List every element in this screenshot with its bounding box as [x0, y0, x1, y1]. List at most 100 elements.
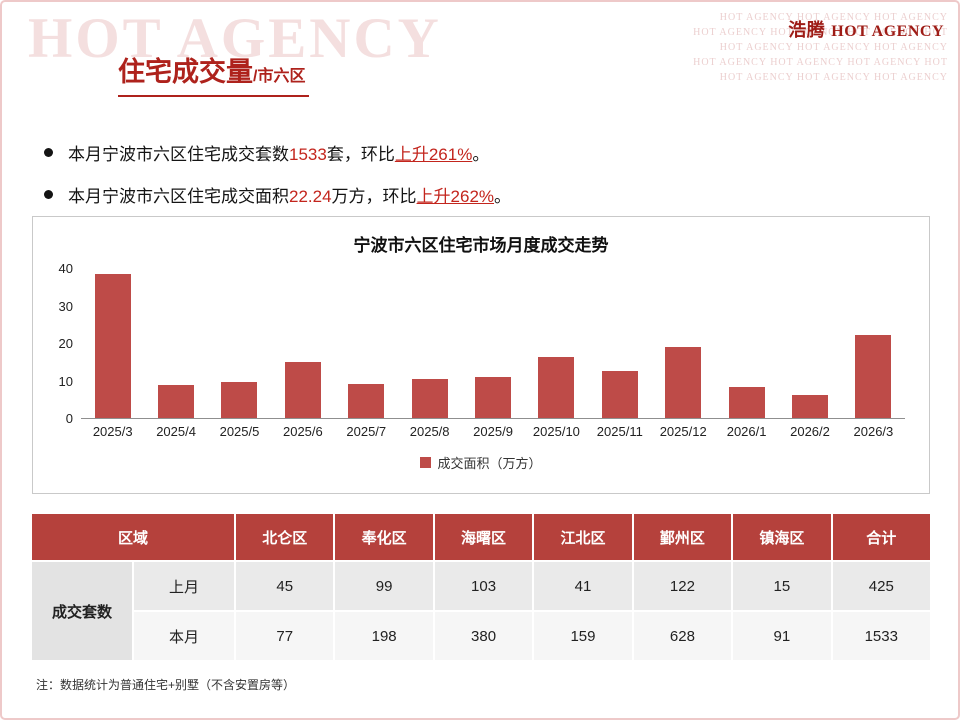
- data-table: 区域 北仑区 奉化区 海曙区 江北区 鄞州区 镇海区 合计 成交套数 上月 45 99 103 41 122…: [32, 514, 930, 660]
- bar-2026/2: [791, 394, 828, 418]
- table-cell: 122: [633, 562, 732, 610]
- bar-column: [652, 346, 715, 418]
- bar-2025/8: [411, 379, 448, 418]
- x-axis-label: 2026/2: [790, 424, 830, 439]
- text-segment: 上升262%: [416, 187, 495, 206]
- x-axis-label: 2025/6: [282, 424, 323, 439]
- bar-2025/3: [94, 274, 131, 418]
- text-segment: 。: [472, 145, 490, 164]
- table-header-cell: 北仑区: [236, 514, 334, 560]
- table-cell: 380: [434, 612, 533, 660]
- y-tick-label: 0: [65, 411, 73, 426]
- table-cell: 159: [534, 612, 632, 660]
- bar-2025/6: [284, 361, 321, 418]
- y-tick-label: 10: [58, 373, 73, 389]
- table-cell: 99: [335, 562, 433, 610]
- text-segment: 万方，环比: [331, 187, 417, 206]
- bar-column: [525, 357, 588, 418]
- watermark-line: HOT AGENCY HOT AGENCY HOT AGENCY HOT: [693, 27, 948, 38]
- table-cell: 41: [534, 562, 632, 610]
- text-segment: 本月宁波市六区住宅成交套数: [68, 145, 289, 164]
- bar-column: [398, 379, 461, 418]
- bullet-dot: [44, 190, 53, 199]
- chart-plot: 0 10 20 30 40 2025/3 2025/4 2025/5 2025/6 2025/7…: [33, 261, 929, 439]
- text-segment: 套，环比: [326, 145, 395, 164]
- x-axis-label: 2025/11: [596, 424, 643, 439]
- table-cell: 15: [733, 562, 831, 610]
- watermark-line: HOT AGENCY HOT AGENCY HOT AGENCY: [719, 12, 948, 23]
- bar-2025/9: [475, 376, 512, 418]
- x-axis-label: 2026/1: [726, 424, 767, 439]
- footnote: 注：数据统计为普通住宅+别墅（不含安置房等）: [36, 678, 296, 692]
- table-row-label: 本月: [134, 612, 234, 660]
- x-axis-label: 2025/12: [659, 424, 707, 439]
- bar-column: [81, 274, 144, 418]
- table-cell: 103: [434, 562, 533, 610]
- y-tick-label: 30: [58, 298, 73, 314]
- x-axis-label: 2025/9: [473, 424, 513, 439]
- table-header-cell: 江北区: [534, 514, 632, 560]
- x-axis: 2025/3 2025/4 2025/5 2025/6 2025/7 2025/8 2025…: [81, 424, 905, 439]
- table-header-cell: 鄞州区: [633, 514, 732, 560]
- x-axis-label: 2026/3: [853, 424, 894, 439]
- bar-column: [588, 370, 651, 418]
- bar-2025/12: [665, 346, 702, 418]
- watermark-line: HOT AGENCY HOT AGENCY HOT AGENCY: [719, 72, 948, 83]
- x-axis-label: 2025/8: [409, 424, 450, 439]
- bullet-text-2: 本月宁波市六区住宅成交面积22.24万方，环比上升262%。: [68, 182, 511, 207]
- legend-swatch: [420, 457, 432, 468]
- table-row-label: 上月: [134, 562, 234, 610]
- table-cell: 77: [236, 612, 334, 660]
- bar-2025/5: [221, 382, 258, 418]
- y-tick-label: 20: [58, 336, 73, 351]
- chart-title: 宁波市六区住宅市场月度成交走势: [353, 236, 609, 255]
- bar-column: [461, 376, 524, 418]
- bar-2026/3: [855, 334, 892, 418]
- text-segment: 22.24: [289, 187, 332, 206]
- page-title-main: 住宅成交量: [118, 57, 253, 87]
- chart-card: 宁波市六区住宅市场月度成交走势 0 10 20 30 40 2025/3 2025/4 20…: [32, 216, 930, 494]
- table-header-cell: 合计: [832, 514, 930, 560]
- x-axis-label: 2025/5: [219, 424, 260, 439]
- x-axis-label: 2025/7: [346, 424, 387, 439]
- bar-2025/7: [348, 384, 385, 418]
- table-cell: 425: [832, 562, 930, 610]
- table-cell: 628: [633, 612, 732, 660]
- brand-logo-en: HOT AGENCY: [831, 23, 944, 40]
- page-title: 住宅成交量/市六区: [118, 50, 310, 97]
- bar-column: [715, 387, 778, 418]
- bullet-item-1: 本月宁波市六区住宅成交套数1533套，环比上升261%。: [44, 140, 511, 165]
- y-axis: 0 10 20 30 40: [41, 261, 81, 426]
- bar-column: [208, 382, 271, 418]
- bar-column: [842, 334, 905, 418]
- bullet-text-1: 本月宁波市六区住宅成交套数1533套，环比上升261%。: [68, 140, 489, 165]
- text-segment: 1533: [289, 145, 327, 164]
- watermark-large: HOT AGENCY: [28, 7, 442, 70]
- bar-2026/1: [728, 387, 765, 418]
- table-header-cell: 区域: [32, 514, 234, 560]
- text-segment: 本月宁波市六区住宅成交面积: [68, 187, 289, 206]
- table-header-cell: 镇海区: [733, 514, 831, 560]
- text-segment: 上升261%: [394, 145, 473, 164]
- table-cell: 45: [236, 562, 334, 610]
- brand-logo-cn: 浩腾: [788, 20, 826, 40]
- watermark-line: HOT AGENCY HOT AGENCY HOT AGENCY: [719, 42, 948, 53]
- table-row-group-label: 成交套数: [32, 562, 132, 660]
- chart-legend: 成交面积（万方）: [33, 453, 929, 472]
- bullet-item-2: 本月宁波市六区住宅成交面积22.24万方，环比上升262%。: [44, 182, 511, 207]
- bar-2025/4: [158, 385, 195, 418]
- bar-column: [271, 361, 334, 418]
- table-cell: 91: [733, 612, 831, 660]
- table-cell: 198: [335, 612, 433, 660]
- bar-2025/10: [538, 357, 575, 418]
- bar-column: [335, 384, 398, 418]
- bar-2025/11: [601, 370, 638, 418]
- brand-logo: 浩腾 HOT AGENCY: [788, 16, 944, 42]
- bars: [81, 268, 905, 419]
- page-title-sub: /市六区: [253, 68, 306, 85]
- legend-label: 成交面积（万方）: [437, 456, 542, 471]
- bullet-list: 本月宁波市六区住宅成交套数1533套，环比上升261%。 本月宁波市六区住宅成交…: [44, 140, 511, 224]
- x-axis-label: 2025/4: [156, 424, 196, 439]
- x-axis-label: 2025/3: [92, 424, 133, 439]
